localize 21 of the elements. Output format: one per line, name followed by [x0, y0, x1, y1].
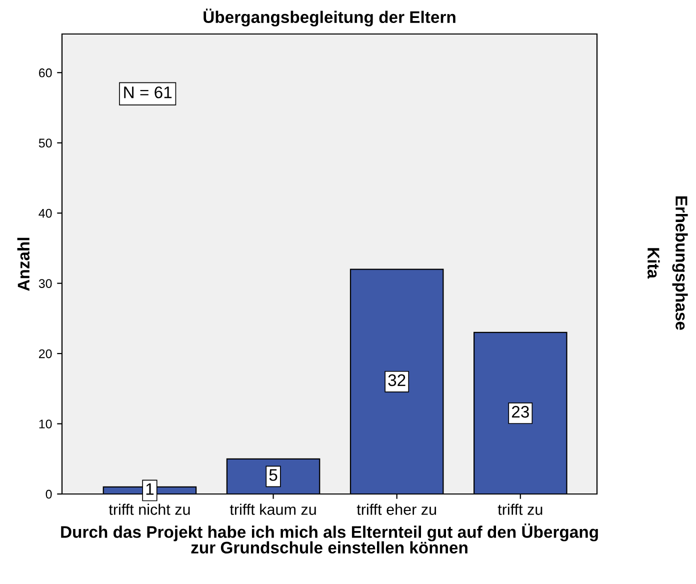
annotation: N = 61	[124, 86, 172, 98]
y-tick-label: 50	[38, 138, 52, 148]
y-tick-label: 20	[39, 349, 52, 358]
y-axis-title: Anzahl	[17, 238, 30, 291]
x-axis-title: Durch das Projekt habe ich mich als Elternteil gut auf den Übergang zur Grundschule einstellen können	[61, 524, 598, 554]
data-label: 32	[388, 374, 406, 386]
y-tick-label: 60	[39, 68, 52, 78]
x-tick-label: trifft zu	[498, 504, 542, 515]
x-tick-label: trifft nicht zu	[108, 504, 190, 515]
x-tick-label: trifft eher zu	[356, 504, 436, 515]
chart-title: Übergangsbegleitung der Eltern	[204, 8, 456, 26]
y-tick-label: 0	[46, 490, 52, 499]
y-tick-label: 40	[38, 208, 52, 218]
text: Kita	[648, 248, 660, 279]
x-tick-label: trifft kaum zu	[230, 504, 316, 515]
text: Erhebungsphase	[672, 196, 688, 330]
data-label: 1	[146, 483, 154, 495]
data-label: 23	[512, 406, 529, 418]
data-label: 5	[269, 469, 278, 481]
y-tick-label: 10	[39, 420, 52, 428]
y-tick-label: 30	[38, 279, 52, 288]
